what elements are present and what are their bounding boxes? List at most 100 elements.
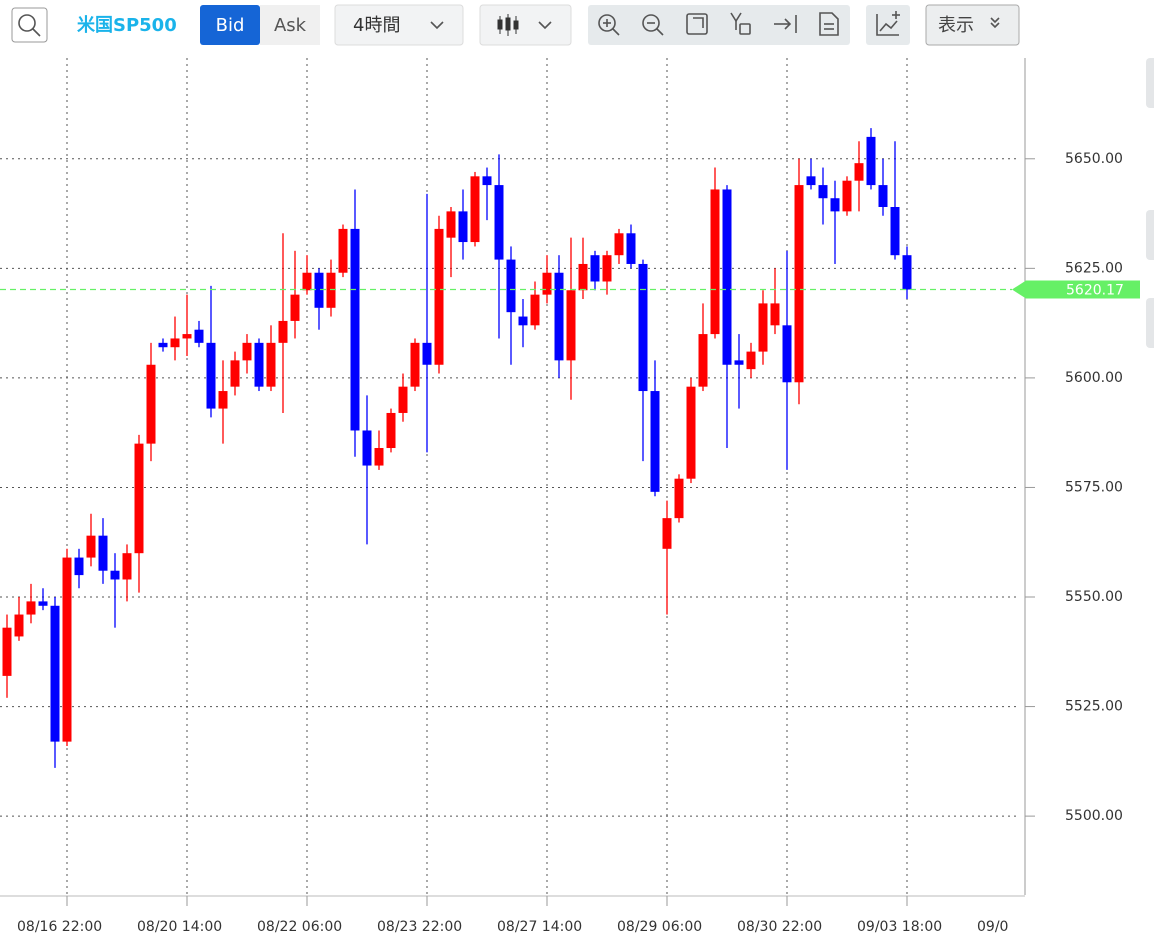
axis-labels: 5500.00 5525.00 5550.00 5575.00 5600.00 5625.…: [17, 151, 1124, 935]
timeframe-label[interactable]: 4時間: [353, 15, 400, 36]
search-button[interactable]: [11, 7, 48, 43]
candle-body: [878, 185, 888, 207]
candle-body: [254, 342, 264, 387]
search-icon: [18, 14, 36, 32]
candle-body: [410, 342, 420, 387]
y-tick-label: 5625.00: [1065, 260, 1123, 276]
bid-button[interactable]: [200, 5, 260, 45]
dropdown-arrow: [538, 21, 552, 30]
search-icon-handle: [32, 28, 41, 37]
candle-body: [458, 211, 468, 243]
candle-icon: [497, 14, 519, 36]
current-price-label: 5620.17: [1066, 283, 1124, 299]
candle-body: [362, 430, 372, 466]
candle-body: [98, 535, 108, 571]
candle-body: [290, 294, 300, 321]
candle-body: [686, 386, 696, 479]
candles: [0, 128, 1140, 768]
candle-body: [674, 478, 684, 519]
candle-body: [698, 334, 708, 387]
candle-body: [650, 391, 660, 492]
candle-body: [866, 136, 876, 186]
candle-body: [398, 386, 408, 413]
x-tick-label: 09/03 18:00: [857, 919, 942, 935]
candle-body: [374, 448, 384, 466]
candle-body: [266, 342, 276, 387]
display-button[interactable]: [925, 4, 1020, 46]
current-price-tag: [1012, 280, 1140, 299]
candle-body: [554, 272, 564, 361]
candle-body: [890, 206, 900, 256]
symbol[interactable]: 米国SP500: [77, 14, 177, 36]
bid-label[interactable]: Bid: [216, 15, 245, 36]
side-tab[interactable]: [1146, 210, 1154, 260]
candle-body: [122, 553, 132, 580]
candle-body: [518, 316, 528, 326]
lock-button[interactable]: [730, 12, 751, 35]
tool-group: [588, 5, 850, 45]
ask-button[interactable]: [260, 5, 320, 45]
candle-body: [722, 189, 732, 365]
y-tick-label: 5650.00: [1065, 151, 1123, 167]
candle-body: [278, 320, 288, 343]
candle-body: [218, 391, 228, 409]
candle-body: [806, 176, 816, 186]
candle-body: [230, 360, 240, 387]
candle-body: [50, 605, 60, 742]
fullscreen-button[interactable]: [686, 13, 708, 35]
x-tick-label: 08/23 22:00: [377, 919, 462, 935]
candle-body: [146, 364, 156, 444]
ask-label[interactable]: Ask: [274, 15, 307, 36]
candle-body: [470, 176, 480, 243]
candle-body: [26, 601, 36, 615]
zoom-out-button[interactable]: [642, 14, 664, 36]
candle-body: [542, 272, 552, 295]
x-tick-label: 08/20 14:00: [137, 919, 222, 935]
candle-body: [182, 334, 192, 339]
candle-body: [854, 163, 864, 181]
candle-body: [638, 263, 648, 392]
report-button[interactable]: [819, 12, 839, 36]
y-tick-label: 5525.00: [1065, 699, 1123, 715]
candle-body: [566, 290, 576, 361]
candle-body: [506, 259, 516, 313]
candle-body: [38, 601, 48, 606]
candle-body: [794, 185, 804, 383]
x-tick-label: 08/29 06:00: [617, 919, 702, 935]
y-tick-label: 5550.00: [1065, 589, 1123, 605]
x-tick-label: 08/27 14:00: [497, 919, 582, 935]
candle-body: [86, 535, 96, 558]
candle-body: [782, 325, 792, 383]
candle-body: [422, 342, 432, 365]
x-tick-label: 09/0: [977, 919, 1008, 935]
candle-body: [662, 518, 672, 549]
indicator-icon: [876, 11, 900, 36]
chart-type-dropdown[interactable]: [479, 4, 572, 46]
candle-body: [338, 228, 348, 273]
candle-body: [74, 557, 84, 576]
scroll-end-button[interactable]: [774, 15, 797, 33]
side-tab[interactable]: [1146, 58, 1154, 108]
candle-body: [902, 255, 912, 290]
candle-body: [242, 342, 252, 361]
display-label[interactable]: 表示: [938, 15, 974, 36]
candle-body: [194, 329, 204, 343]
candle-body: [170, 338, 180, 348]
candle-body: [206, 342, 216, 409]
candle-body: [494, 185, 504, 260]
candle-body: [590, 255, 600, 282]
candle-body: [770, 303, 780, 326]
display-chevron: [990, 17, 1000, 29]
side-tab[interactable]: [1146, 298, 1154, 348]
candle-body: [578, 263, 588, 291]
candle-body: [446, 211, 456, 238]
candle-body: [134, 443, 144, 554]
candle-body: [158, 342, 168, 348]
candle-body: [110, 570, 120, 580]
zoom-in-button[interactable]: [598, 14, 620, 36]
candle-body: [602, 255, 612, 282]
candle-body: [434, 228, 444, 365]
timeframe-dropdown[interactable]: [334, 4, 464, 46]
candle-body: [746, 351, 756, 370]
